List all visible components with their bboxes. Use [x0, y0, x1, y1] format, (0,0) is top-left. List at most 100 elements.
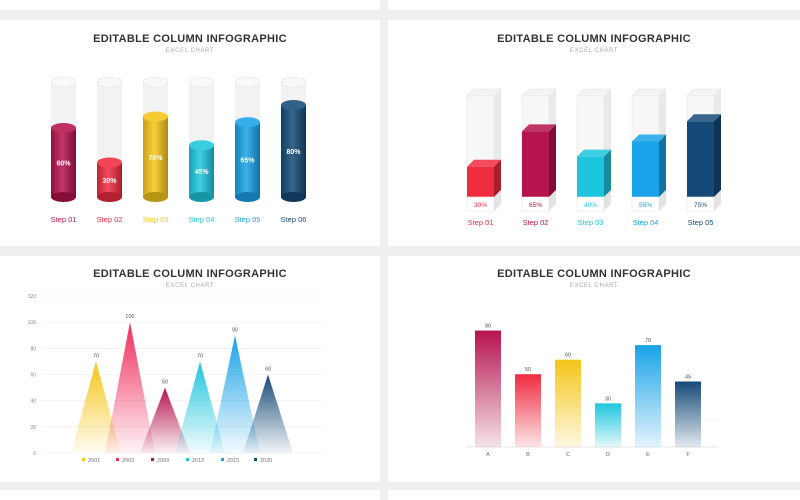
- box-fill-side: [604, 149, 611, 197]
- box-fill-top: [577, 149, 611, 157]
- legend-swatch: [221, 458, 224, 461]
- gradient-bar-chart: 80 A 50 B 60 C 30 D 70 E 45 F: [466, 324, 718, 458]
- chart-panel-boxes: EDITABLE COLUMN INFOGRAPHIC EXCEL CHART …: [388, 20, 800, 246]
- chart-panel-triangles: EDITABLE COLUMN INFOGRAPHIC EXCEL CHART …: [0, 256, 380, 482]
- chart-title: EDITABLE COLUMN INFOGRAPHIC: [497, 33, 691, 45]
- data-label: 65%: [240, 158, 255, 165]
- category-label: E: [646, 452, 650, 458]
- legend-swatch: [186, 458, 189, 461]
- cylinder-glass-top: [188, 76, 215, 88]
- data-label: 70%: [148, 155, 163, 162]
- data-label: 30%: [102, 178, 117, 185]
- cylinder-fill: [235, 122, 260, 197]
- box-fill-top: [467, 159, 501, 167]
- category-label: Step 01: [51, 215, 77, 224]
- box-pedestal-side: [604, 190, 611, 211]
- data-label: 40%: [584, 202, 597, 209]
- legend-label: 2020: [260, 458, 272, 464]
- cylinder-fill: [189, 145, 214, 197]
- triangle-bar: [105, 322, 155, 453]
- chart-panel-cylinders: EDITABLE COLUMN INFOGRAPHIC EXCEL CHART …: [0, 20, 380, 246]
- data-label: 60%: [56, 161, 71, 168]
- category-label: F: [686, 452, 690, 458]
- box-fill-front: [522, 131, 549, 197]
- y-tick-label: 20: [30, 425, 36, 431]
- cylinder-fill-top: [97, 157, 122, 168]
- y-tick-label: 40: [30, 399, 36, 405]
- box-fill-side: [714, 114, 721, 197]
- cylinder-fill-top: [189, 140, 214, 151]
- triangle-bar: [71, 361, 121, 453]
- box-fill-front: [467, 166, 494, 197]
- box-chart: 30% Step 01 65% Step 02 40% Step 03 55% Step 04…: [466, 88, 722, 227]
- data-label: 70: [645, 338, 651, 344]
- legend-label: 2009: [157, 458, 169, 464]
- category-label: Step 06: [281, 215, 307, 224]
- chart-panel-gradient-bars: EDITABLE COLUMN INFOGRAPHIC EXCEL CHART …: [388, 256, 800, 482]
- box-fill-side: [659, 134, 666, 197]
- chart-title: EDITABLE COLUMN INFOGRAPHIC: [497, 268, 691, 280]
- triangle-bar: [243, 374, 293, 453]
- category-label: B: [526, 452, 530, 458]
- data-label: 45: [685, 375, 691, 381]
- cylinder-glass-top: [50, 76, 77, 88]
- box-pedestal-side: [714, 190, 721, 211]
- cylinder-fill-top: [143, 111, 168, 122]
- data-label: 100: [125, 314, 134, 320]
- bar: [595, 403, 621, 447]
- legend-swatch: [82, 458, 85, 461]
- cylinder-glass-top: [142, 76, 169, 88]
- box-fill-front: [577, 156, 604, 197]
- box-fill-top: [687, 114, 721, 122]
- box-fill-front: [632, 141, 659, 197]
- y-tick-label: 80: [30, 346, 36, 352]
- cylinder-fill-top: [281, 100, 306, 110]
- cylinder-base: [97, 192, 122, 202]
- data-label: 70: [93, 353, 99, 359]
- cylinder-chart: 60% Step 01 30% Step 02 70% Step 03 45% Step 04…: [50, 76, 307, 224]
- data-label: 60: [565, 353, 571, 359]
- cylinder-fill: [97, 162, 122, 197]
- legend-swatch: [151, 458, 154, 461]
- legend-label: 2012: [192, 458, 204, 464]
- box-pedestal-side: [659, 190, 666, 211]
- data-label: 90: [232, 327, 238, 333]
- cylinder-base: [51, 192, 76, 202]
- cylinder-glass-top: [280, 76, 307, 88]
- bar: [635, 345, 661, 447]
- triangle-bar: [175, 361, 225, 453]
- cylinder-fill: [143, 116, 168, 197]
- cylinder-base: [281, 192, 306, 202]
- data-label: 80%: [286, 149, 301, 156]
- chart-title: EDITABLE COLUMN INFOGRAPHIC: [93, 33, 287, 45]
- data-label: 30%: [474, 202, 487, 209]
- chart-subtitle: EXCEL CHART: [165, 48, 215, 54]
- category-label: Step 03: [578, 218, 604, 227]
- data-label: 70: [197, 353, 203, 359]
- legend-swatch: [254, 458, 257, 461]
- legend-label: 2003: [122, 458, 134, 464]
- category-label: Step 04: [633, 218, 659, 227]
- data-label: 75%: [694, 202, 707, 209]
- category-label: A: [486, 452, 490, 458]
- cylinder-base: [143, 192, 168, 202]
- chart-subtitle: EXCEL CHART: [165, 283, 215, 289]
- category-label: C: [566, 452, 570, 458]
- data-label: 80: [485, 324, 491, 330]
- category-label: D: [606, 452, 610, 458]
- cylinder-fill-top: [51, 123, 76, 133]
- bar: [675, 381, 701, 447]
- triangle-chart: 0 20 40 60 80 100 120 70 2001 100 2003 50 2009 70 2012…: [28, 294, 322, 464]
- box-fill-side: [549, 124, 556, 197]
- top-panel-edge-right: [388, 0, 800, 10]
- category-label: Step 03: [143, 215, 169, 224]
- triangle-bar: [210, 335, 260, 453]
- box-fill-side: [494, 159, 501, 197]
- chart-subtitle: EXCEL CHART: [569, 283, 619, 289]
- triangle-bar: [140, 387, 190, 453]
- data-label: 50: [162, 380, 168, 386]
- category-label: Step 05: [235, 215, 261, 224]
- category-label: Step 02: [523, 218, 549, 227]
- cylinder-fill: [281, 105, 306, 197]
- cylinder-base: [235, 192, 260, 202]
